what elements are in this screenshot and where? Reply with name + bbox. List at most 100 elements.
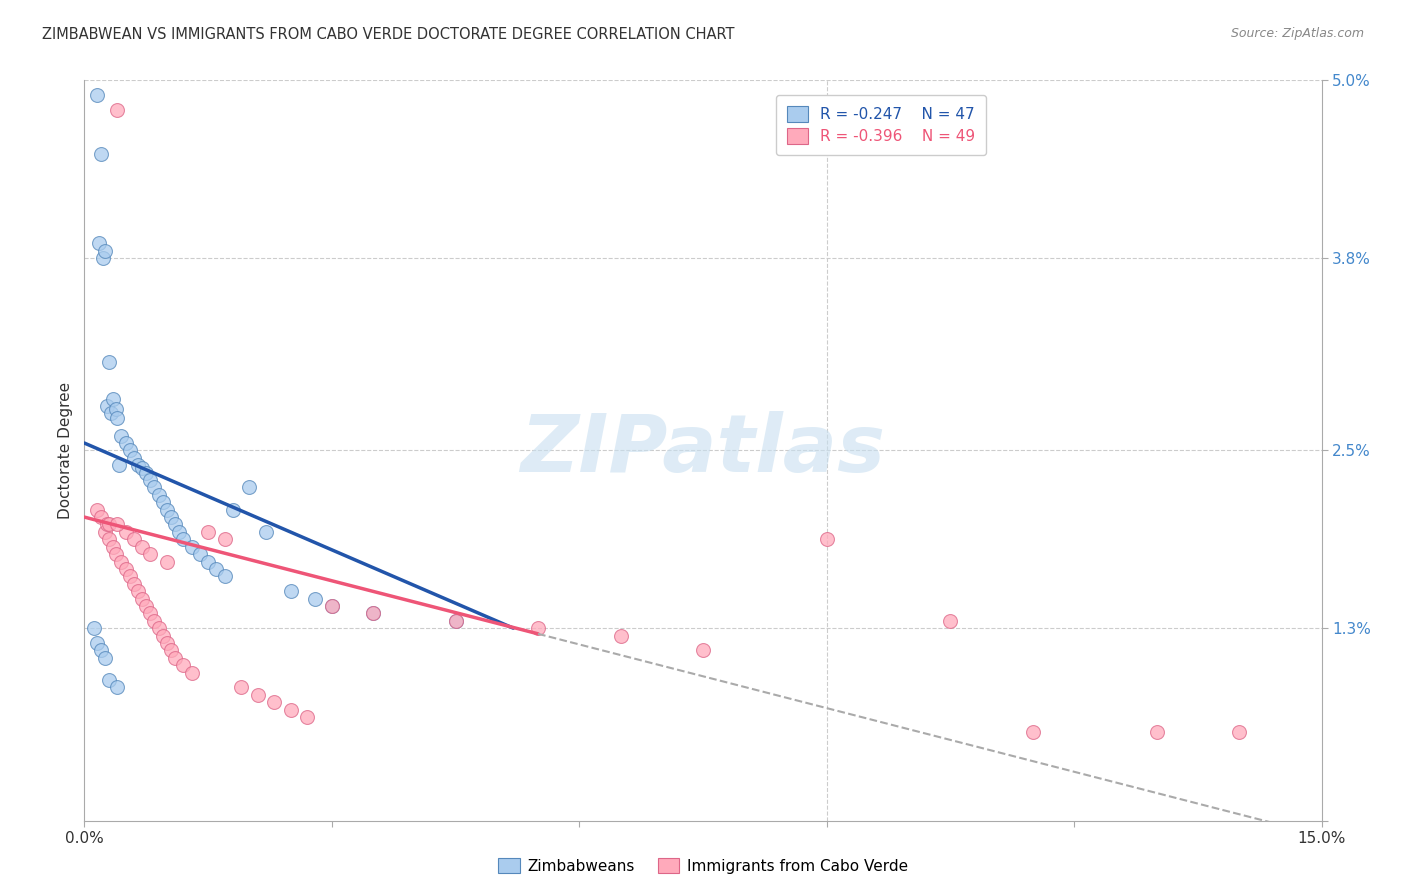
Point: [197, 524, 219, 539]
Point: [139, 607, 162, 621]
Point: [165, 517, 187, 532]
Point: [172, 658, 194, 673]
Point: [103, 392, 125, 406]
Point: [238, 481, 260, 495]
Point: [135, 466, 157, 480]
Point: [110, 554, 132, 569]
Point: [254, 524, 277, 539]
Point: [114, 562, 136, 576]
Point: [110, 428, 132, 442]
Point: [205, 562, 228, 576]
Point: [122, 450, 145, 465]
Point: [86, 502, 108, 516]
Point: [143, 481, 166, 495]
Point: [94, 650, 117, 665]
Point: [96, 517, 118, 532]
Point: [114, 436, 136, 450]
Point: [100, 407, 122, 421]
Point: [180, 540, 202, 554]
Point: [118, 443, 141, 458]
Text: ZIMBABWEAN VS IMMIGRANTS FROM CABO VERDE DOCTORATE DEGREE CORRELATION CHART: ZIMBABWEAN VS IMMIGRANTS FROM CABO VERDE…: [42, 27, 735, 42]
Point: [321, 599, 343, 613]
Point: [692, 643, 714, 657]
Point: [114, 524, 136, 539]
Point: [104, 402, 127, 417]
Point: [90, 510, 112, 524]
Point: [229, 681, 252, 695]
Point: [304, 591, 326, 606]
Point: [197, 554, 219, 569]
Point: [90, 147, 112, 161]
Point: [98, 354, 121, 368]
Point: [609, 628, 631, 642]
Point: [98, 673, 121, 687]
Point: [167, 524, 190, 539]
Point: [527, 621, 550, 635]
Point: [214, 569, 236, 583]
Point: [104, 547, 127, 561]
Legend: R = -0.247    N = 47, R = -0.396    N = 49: R = -0.247 N = 47, R = -0.396 N = 49: [776, 95, 986, 155]
Point: [263, 695, 285, 709]
Point: [1146, 724, 1168, 739]
Legend: Zimbabweans, Immigrants from Cabo Verde: Zimbabweans, Immigrants from Cabo Verde: [492, 852, 914, 880]
Point: [280, 703, 302, 717]
Text: ZIPatlas: ZIPatlas: [520, 411, 886, 490]
Point: [131, 591, 153, 606]
Point: [444, 614, 467, 628]
Point: [222, 502, 245, 516]
Point: [98, 533, 121, 547]
Point: [280, 584, 302, 599]
Point: [143, 614, 166, 628]
Point: [139, 547, 162, 561]
Point: [361, 607, 384, 621]
Point: [148, 621, 170, 635]
Point: [86, 636, 108, 650]
Point: [160, 643, 183, 657]
Point: [127, 584, 149, 599]
Point: [321, 599, 343, 613]
Point: [1227, 724, 1250, 739]
Point: [127, 458, 149, 473]
Point: [108, 458, 131, 473]
Point: [214, 533, 236, 547]
Point: [180, 665, 202, 680]
Y-axis label: Doctorate Degree: Doctorate Degree: [58, 382, 73, 519]
Point: [90, 643, 112, 657]
Point: [152, 628, 174, 642]
Point: [91, 251, 114, 265]
Point: [165, 650, 187, 665]
Point: [86, 88, 108, 103]
Point: [295, 710, 318, 724]
Point: [152, 495, 174, 509]
Point: [156, 554, 179, 569]
Point: [815, 533, 838, 547]
Point: [122, 576, 145, 591]
Point: [122, 533, 145, 547]
Point: [188, 547, 211, 561]
Point: [246, 688, 269, 702]
Point: [156, 636, 179, 650]
Point: [131, 461, 153, 475]
Point: [94, 524, 117, 539]
Point: [105, 517, 128, 532]
Point: [361, 607, 384, 621]
Point: [98, 517, 121, 532]
Point: [1022, 724, 1045, 739]
Point: [172, 533, 194, 547]
Point: [105, 681, 128, 695]
Point: [444, 614, 467, 628]
Text: Source: ZipAtlas.com: Source: ZipAtlas.com: [1230, 27, 1364, 40]
Point: [160, 510, 183, 524]
Point: [939, 614, 962, 628]
Point: [156, 502, 179, 516]
Point: [94, 244, 117, 258]
Point: [148, 488, 170, 502]
Point: [105, 410, 128, 425]
Point: [118, 569, 141, 583]
Point: [135, 599, 157, 613]
Point: [96, 399, 118, 413]
Point: [131, 540, 153, 554]
Point: [139, 473, 162, 487]
Point: [103, 540, 125, 554]
Point: [105, 103, 128, 117]
